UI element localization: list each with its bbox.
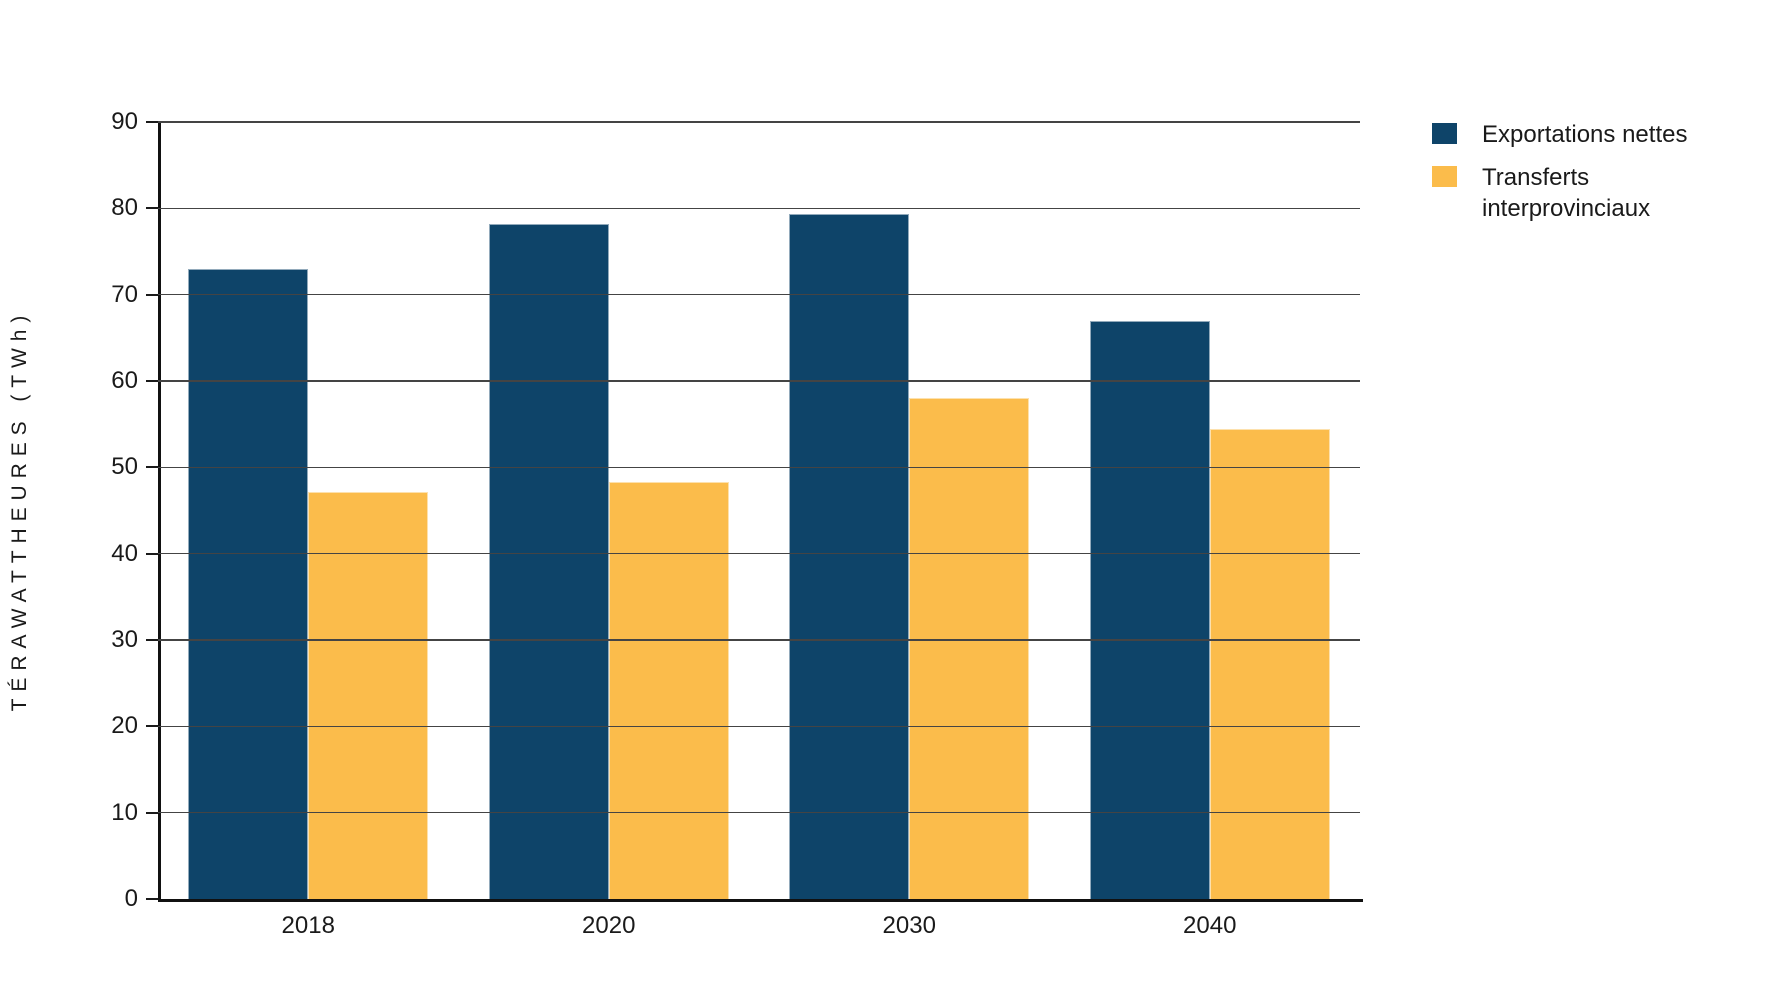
gridline — [158, 207, 1360, 210]
y-tick-label: 20 — [111, 712, 138, 740]
y-tick-label: 40 — [111, 539, 138, 567]
x-tick-label: 2040 — [1183, 912, 1237, 939]
y-axis-tick — [146, 811, 158, 814]
legend-item: Exportations nettes — [1432, 119, 1722, 150]
y-axis-tick — [146, 552, 158, 555]
y-tick-label: 90 — [111, 108, 138, 135]
legend-item: Transferts interprovinciaux — [1432, 162, 1722, 224]
bar-exportations-nettes-2030 — [789, 213, 910, 899]
plot-area — [158, 122, 1363, 902]
bar-transferts-interprovinciaux-2040 — [1209, 429, 1330, 899]
y-axis-tick — [146, 121, 158, 123]
bar-transferts-interprovinciaux-2030 — [909, 398, 1030, 899]
gridline — [158, 552, 1360, 555]
legend-label: Transferts interprovinciaux — [1482, 164, 1651, 222]
y-tick-label: 50 — [111, 453, 138, 481]
y-axis-tick — [146, 639, 158, 641]
bar-exportations-nettes-2018 — [188, 268, 309, 899]
y-axis-tick — [146, 293, 158, 296]
legend-label: Exportations nettes — [1482, 121, 1688, 148]
x-tick-label: 2020 — [582, 912, 636, 939]
bar-exportations-nettes-2040 — [1089, 320, 1210, 899]
legend: Exportations nettes Transferts interprovi… — [1432, 119, 1722, 224]
x-tick-label: 2030 — [882, 912, 936, 939]
gridline — [158, 293, 1360, 296]
y-tick-label: 80 — [111, 194, 138, 222]
y-tick-label: 0 — [124, 885, 138, 912]
y-axis-tick — [146, 725, 158, 728]
gridline — [158, 639, 1360, 641]
gridline — [158, 466, 1360, 469]
gridline — [158, 380, 1360, 382]
legend-color-swatch-icon — [1432, 166, 1457, 187]
bar-transferts-interprovinciaux-2018 — [308, 491, 429, 899]
legend-color-swatch-icon — [1432, 123, 1457, 144]
bar-exportations-nettes-2020 — [488, 223, 609, 899]
y-axis-tick — [146, 380, 158, 382]
y-axis-title: TÉRAWATTHEURES (TWh) — [8, 308, 31, 712]
gridline — [158, 811, 1360, 814]
x-tick-label: 2018 — [281, 912, 335, 939]
y-tick-label: 60 — [111, 367, 138, 394]
y-tick-label: 30 — [111, 626, 138, 653]
bar-transferts-interprovinciaux-2020 — [608, 482, 729, 899]
y-axis-tick — [146, 898, 158, 900]
y-axis-tick — [146, 466, 158, 469]
y-tick-label: 10 — [111, 798, 138, 826]
y-axis-tick — [146, 207, 158, 210]
gridline — [158, 121, 1360, 123]
y-tick-label: 70 — [111, 280, 138, 308]
gridline — [158, 725, 1360, 728]
